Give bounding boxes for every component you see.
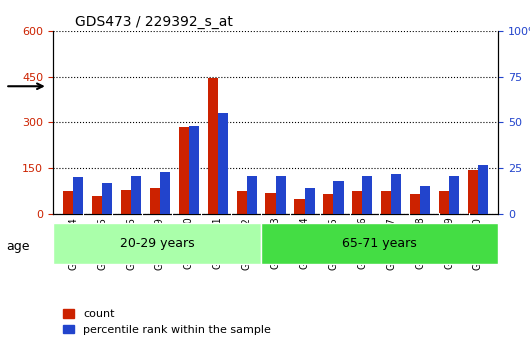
Bar [131,176,141,214]
Bar [92,196,102,214]
Bar [381,191,391,214]
Bar [363,176,373,214]
Text: 20-29 years: 20-29 years [120,237,194,250]
Bar [53,223,261,264]
Bar [266,193,276,214]
Bar [391,174,401,214]
Bar [179,127,189,214]
Bar [208,78,218,214]
Text: 65-71 years: 65-71 years [342,237,417,250]
Bar [236,191,246,214]
Bar [160,172,170,214]
Bar [294,199,305,214]
Bar [478,165,488,214]
Bar [439,191,449,214]
Bar [352,191,363,214]
Bar [189,126,199,214]
Bar [73,177,83,214]
Bar [323,194,333,214]
Bar [150,188,160,214]
Bar [246,176,257,214]
Bar [468,170,478,214]
Legend: count, percentile rank within the sample: count, percentile rank within the sample [58,305,275,339]
Bar [449,176,459,214]
Bar [63,191,73,214]
Bar [333,181,343,214]
Bar [121,189,131,214]
Bar [261,223,498,264]
Bar [102,183,112,214]
Bar [420,186,430,214]
Bar [218,113,228,214]
Bar [305,188,315,214]
Bar [410,194,420,214]
Text: GDS473 / 229392_s_at: GDS473 / 229392_s_at [75,14,233,29]
Bar [276,176,286,214]
Text: age: age [6,240,30,253]
